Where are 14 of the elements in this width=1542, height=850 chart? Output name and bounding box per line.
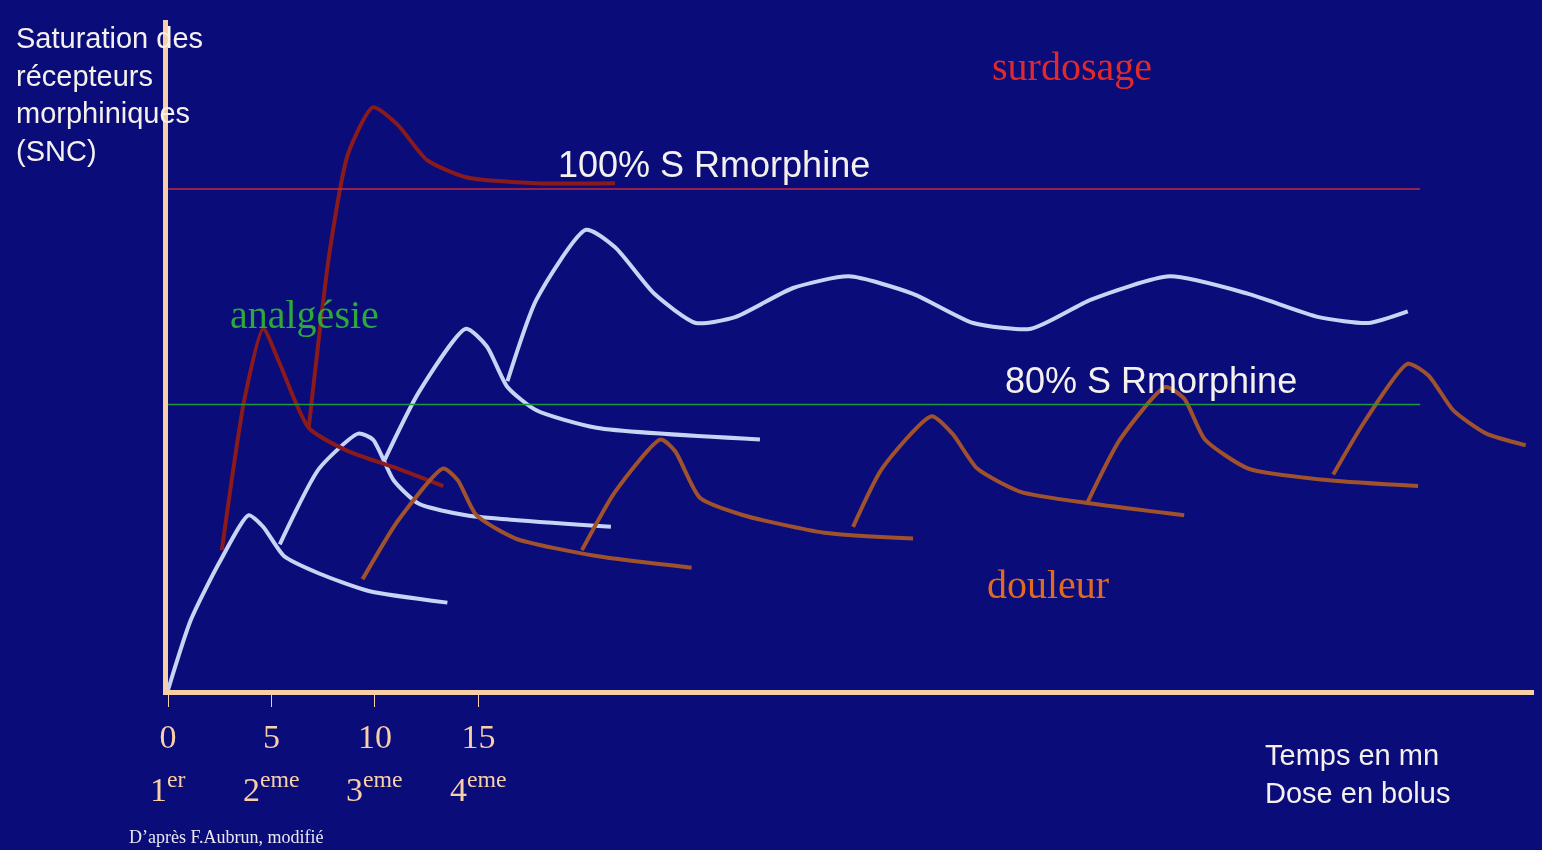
text: surdosage bbox=[992, 44, 1152, 89]
x-tick-label: 10 bbox=[357, 717, 392, 755]
x-tick-label: 0 bbox=[159, 717, 177, 755]
ref-line-label: 100% S Rmorphine bbox=[558, 144, 871, 185]
text: 1$^{er}$ bbox=[150, 766, 186, 809]
x-axis-title: Temps en mn Dose en bolus bbox=[1265, 739, 1451, 809]
x-tick-label: 15 bbox=[461, 717, 496, 755]
text: D’après F.Aubrun, modifié bbox=[129, 827, 324, 847]
annotation: douleur bbox=[987, 562, 1110, 607]
text: 2$^{eme}$ bbox=[243, 766, 300, 809]
x-tick-label: 5 bbox=[262, 717, 280, 755]
ref-line-label: 80% S Rmorphine bbox=[1005, 360, 1298, 401]
text: 4$^{eme}$ bbox=[450, 766, 507, 809]
text: 3$^{eme}$ bbox=[346, 766, 403, 809]
